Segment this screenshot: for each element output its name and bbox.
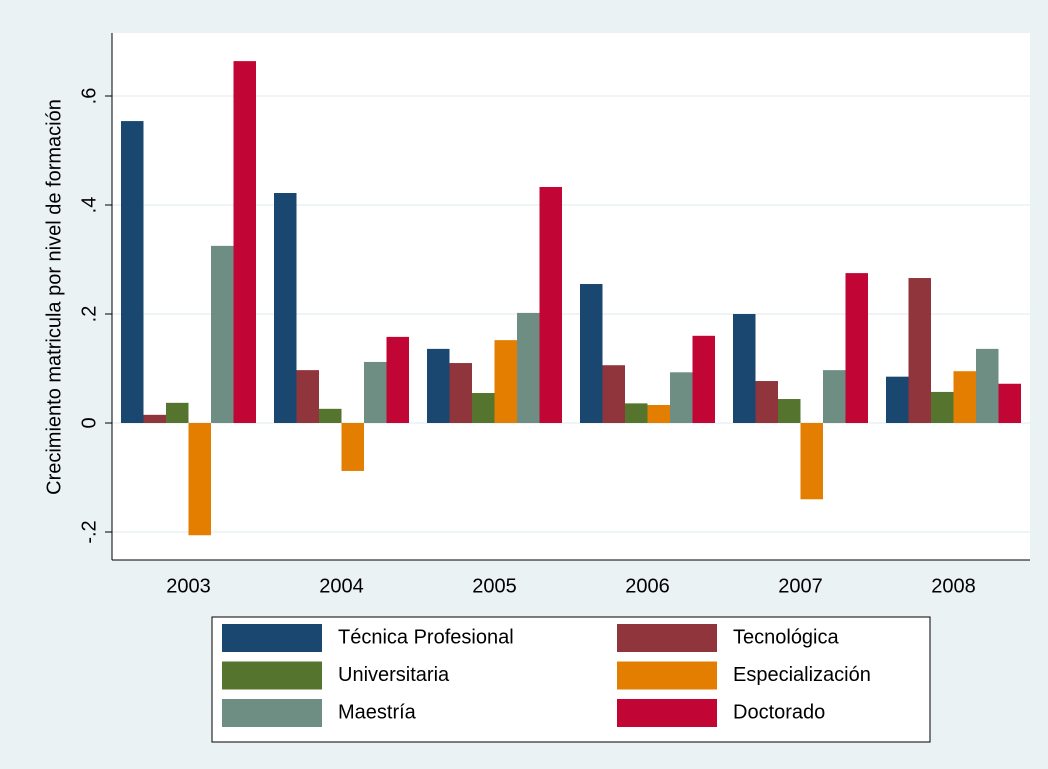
legend-label: Especialización xyxy=(733,664,871,686)
bar xyxy=(494,340,517,423)
legend-label: Universitaria xyxy=(338,664,450,686)
x-tick-label: 2005 xyxy=(472,575,517,597)
bar xyxy=(647,405,670,423)
bar xyxy=(580,284,603,423)
bar xyxy=(823,370,846,423)
x-tick-label: 2008 xyxy=(931,575,976,597)
bar xyxy=(188,422,211,536)
legend-swatch xyxy=(222,661,322,690)
bar xyxy=(166,402,189,423)
x-tick-label: 2004 xyxy=(319,575,364,597)
bar xyxy=(755,381,778,423)
legend-swatch xyxy=(617,699,717,727)
y-tick-label: .4 xyxy=(78,197,100,214)
bar xyxy=(886,376,909,423)
y-axis-title: Crecimiento matricula por nivel de forma… xyxy=(43,99,65,495)
bar xyxy=(976,348,999,423)
y-tick-label: -.2 xyxy=(78,520,100,543)
y-tick-label: 0 xyxy=(78,417,100,428)
bar xyxy=(692,335,715,423)
bar xyxy=(341,422,364,471)
bar xyxy=(121,121,144,423)
bar xyxy=(233,61,256,423)
bar xyxy=(953,371,976,423)
x-tick-label: 2003 xyxy=(166,575,211,597)
bar xyxy=(625,403,648,423)
bar xyxy=(800,422,823,500)
bar xyxy=(296,370,319,423)
bar xyxy=(386,336,409,423)
bar xyxy=(845,273,868,423)
bar xyxy=(733,313,756,423)
legend-swatch xyxy=(222,699,322,727)
legend-label: Técnica Profesional xyxy=(338,626,514,648)
bar xyxy=(427,348,450,423)
legend-swatch xyxy=(617,624,717,652)
y-tick-label: .6 xyxy=(78,88,100,105)
legend-label: Tecnológica xyxy=(733,626,840,648)
bar xyxy=(670,372,693,423)
x-tick-label: 2006 xyxy=(625,575,670,597)
bar xyxy=(778,399,801,423)
bar xyxy=(319,408,342,423)
legend-swatch xyxy=(617,661,717,690)
legend-box xyxy=(211,616,931,743)
bar xyxy=(364,361,387,423)
bar xyxy=(274,193,297,423)
bar xyxy=(211,245,234,423)
bar xyxy=(539,187,562,423)
legend-label: Doctorado xyxy=(733,701,825,723)
x-tick-label: 2007 xyxy=(778,575,823,597)
bar xyxy=(908,278,931,423)
bar xyxy=(602,365,625,423)
bar xyxy=(449,363,472,423)
y-tick-label: .2 xyxy=(78,306,100,323)
bar xyxy=(931,391,954,423)
legend-label: Maestría xyxy=(338,701,417,723)
bar xyxy=(998,383,1021,423)
bar xyxy=(517,312,540,423)
plot-area xyxy=(112,33,1030,560)
legend-swatch xyxy=(222,624,322,652)
bar xyxy=(143,414,166,423)
bar xyxy=(472,393,495,423)
